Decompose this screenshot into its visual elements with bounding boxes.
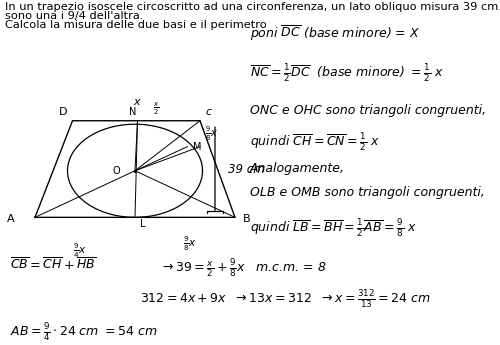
Text: L: L xyxy=(140,219,145,229)
Text: 39 cm: 39 cm xyxy=(228,162,264,176)
Text: $312 = 4x + 9x$  $\rightarrow 13x = 312$  $\rightarrow x = \frac{312}{13} = 24$ : $312 = 4x + 9x$ $\rightarrow 13x = 312$ … xyxy=(140,288,431,310)
Text: N: N xyxy=(129,107,136,117)
Text: $\frac{9}{4}x$: $\frac{9}{4}x$ xyxy=(73,241,87,260)
Text: $\frac{9}{8}x$: $\frac{9}{8}x$ xyxy=(183,235,197,253)
Text: Calcola la misura delle due basi e il perimetro: Calcola la misura delle due basi e il pe… xyxy=(5,20,267,30)
Text: x: x xyxy=(133,97,140,107)
Text: Analogamente,: Analogamente, xyxy=(250,162,345,175)
Text: sono una i 9/4 dell'altra.: sono una i 9/4 dell'altra. xyxy=(5,11,143,21)
Text: quindi $\overline{LB} = \overline{BH} = \frac{1}{2}\overline{AB} = \frac{9}{8}$ : quindi $\overline{LB} = \overline{BH} = … xyxy=(250,217,417,239)
Text: $AB = \frac{9}{4} \cdot 24$ cm $= 54$ cm: $AB = \frac{9}{4} \cdot 24$ cm $= 54$ cm xyxy=(10,321,158,343)
Text: $\overline{CB} = \overline{CH} + \overline{HB}$: $\overline{CB} = \overline{CH} + \overli… xyxy=(10,257,96,273)
Text: ONC e OHC sono triangoli congruenti,: ONC e OHC sono triangoli congruenti, xyxy=(250,104,486,117)
Text: A: A xyxy=(8,214,15,224)
Text: O: O xyxy=(112,166,120,176)
Text: c: c xyxy=(205,107,211,117)
Text: $\frac{9}{8}x$: $\frac{9}{8}x$ xyxy=(205,125,218,143)
Text: B: B xyxy=(242,214,250,224)
Text: $\overline{NC} = \frac{1}{2}\overline{DC}$  (base minore) $= \frac{1}{2}$ x: $\overline{NC} = \frac{1}{2}\overline{DC… xyxy=(250,62,444,84)
Text: OLB e OMB sono triangoli congruenti,: OLB e OMB sono triangoli congruenti, xyxy=(250,186,485,199)
Text: $\frac{x}{2}$: $\frac{x}{2}$ xyxy=(152,100,159,117)
Text: quindi $\overline{CH} = \overline{CN} = \frac{1}{2}$ x: quindi $\overline{CH} = \overline{CN} = … xyxy=(250,131,380,153)
Text: In un trapezio isoscele circoscritto ad una circonferenza, un lato obliquo misur: In un trapezio isoscele circoscritto ad … xyxy=(5,2,500,12)
Text: D: D xyxy=(59,107,68,117)
Text: M: M xyxy=(192,142,201,151)
Text: poni $\overline{DC}$ (base minore) = X: poni $\overline{DC}$ (base minore) = X xyxy=(250,24,420,43)
Text: $\rightarrow 39 = \frac{x}{2} + \frac{9}{8}x$   m.c.m. = 8: $\rightarrow 39 = \frac{x}{2} + \frac{9}… xyxy=(160,257,326,279)
